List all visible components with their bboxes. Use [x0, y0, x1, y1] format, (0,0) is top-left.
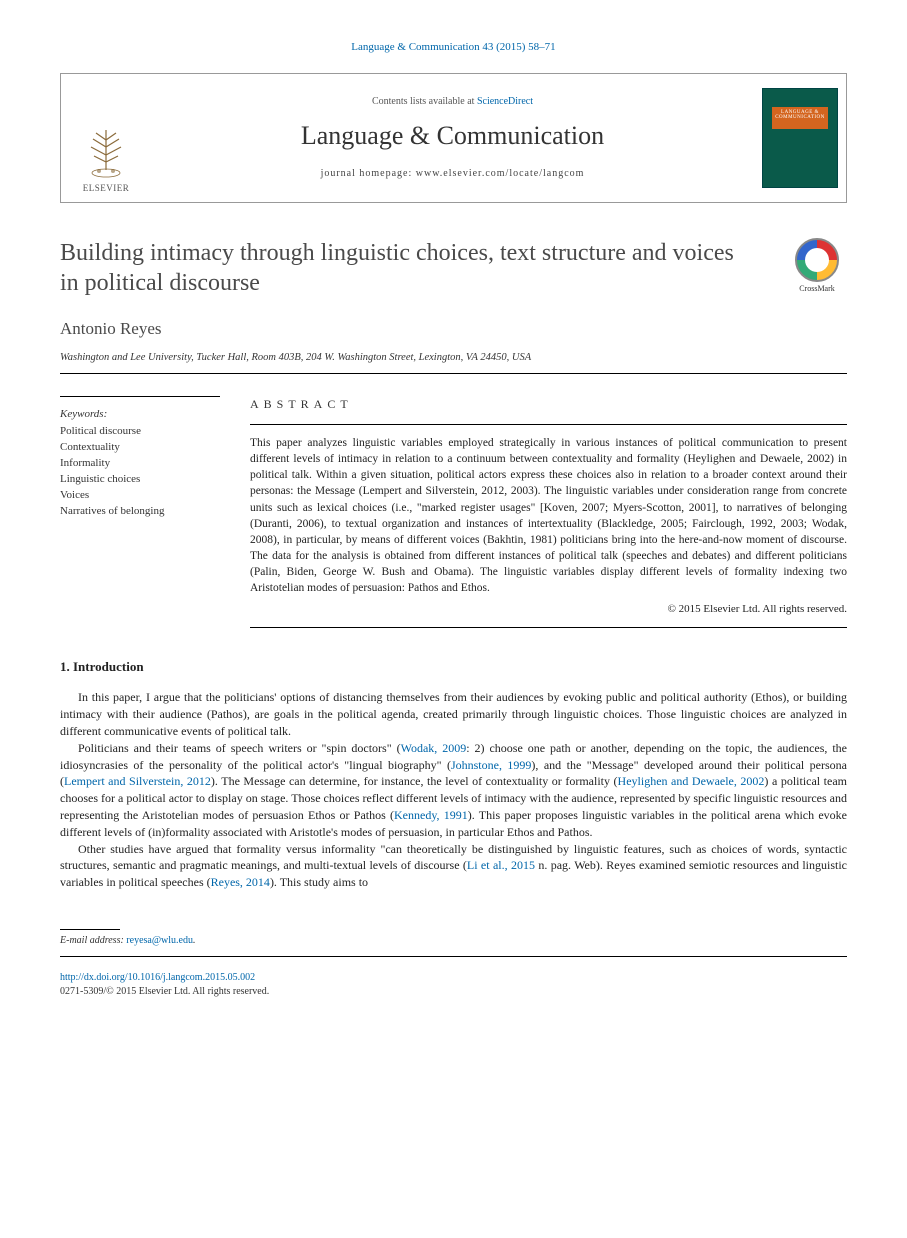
footer-rule-full [60, 956, 847, 957]
masthead: ELSEVIER Contents lists available at Sci… [60, 73, 847, 203]
crossmark-icon [795, 238, 839, 282]
keywords-heading: Keywords: [60, 407, 220, 423]
article-title: Building intimacy through linguistic cho… [60, 238, 787, 298]
citation-link[interactable]: Johnstone, 1999 [451, 758, 531, 772]
author-email-link[interactable]: reyesa@wlu.edu [126, 935, 193, 946]
sciencedirect-link[interactable]: ScienceDirect [477, 96, 533, 107]
abstract-heading: ABSTRACT [250, 396, 847, 412]
crossmark-label: CrossMark [787, 284, 847, 295]
elsevier-tree-icon [81, 125, 131, 180]
p2-text: ). The Message can determine, for instan… [211, 774, 618, 788]
doi-link[interactable]: http://dx.doi.org/10.1016/j.langcom.2015… [60, 971, 847, 985]
citation-link[interactable]: Wodak, 2009 [401, 741, 467, 755]
author-affiliation: Washington and Lee University, Tucker Ha… [60, 351, 847, 365]
keyword-item: Linguistic choices [60, 472, 220, 488]
contents-available-line: Contents lists available at ScienceDirec… [372, 95, 533, 109]
keywords-column: Keywords: Political discourse Contextual… [60, 396, 220, 628]
section-1-heading: 1. Introduction [60, 658, 847, 676]
abstract-rule [250, 424, 847, 425]
citation-link[interactable]: Heylighen and Dewaele, 2002 [618, 774, 765, 788]
masthead-cover: LANGUAGE & COMMUNICATION [754, 74, 846, 202]
abstract-column: ABSTRACT This paper analyzes linguistic … [250, 396, 847, 628]
footnote-rule [60, 929, 120, 930]
author-name: Antonio Reyes [60, 318, 847, 341]
keyword-item: Informality [60, 456, 220, 472]
citation-link[interactable]: Kennedy, 1991 [394, 808, 468, 822]
contents-prefix: Contents lists available at [372, 96, 477, 107]
journal-name: Language & Communication [301, 118, 604, 153]
crossmark-widget[interactable]: CrossMark [787, 238, 847, 295]
issn-copyright-line: 0271-5309/© 2015 Elsevier Ltd. All right… [60, 985, 847, 999]
cover-band-text: LANGUAGE & COMMUNICATION [772, 107, 828, 129]
header-citation: Language & Communication 43 (2015) 58–71 [60, 40, 847, 55]
p2-text: Politicians and their teams of speech wr… [78, 741, 401, 755]
keyword-item: Voices [60, 488, 220, 504]
abstract-rule-bottom [250, 627, 847, 628]
masthead-center: Contents lists available at ScienceDirec… [151, 74, 754, 202]
email-label: E-mail address: [60, 935, 126, 946]
abstract-copyright: © 2015 Elsevier Ltd. All rights reserved… [250, 602, 847, 617]
journal-cover-thumbnail: LANGUAGE & COMMUNICATION [762, 88, 838, 188]
rule-after-affiliation [60, 373, 847, 374]
keyword-item: Narratives of belonging [60, 504, 220, 520]
intro-paragraph-3: Other studies have argued that formality… [60, 841, 847, 891]
intro-paragraph-2: Politicians and their teams of speech wr… [60, 740, 847, 841]
footer-block: E-mail address: reyesa@wlu.edu. http://d… [60, 929, 847, 999]
homepage-url[interactable]: www.elsevier.com/locate/langcom [416, 168, 585, 179]
keyword-item: Contextuality [60, 440, 220, 456]
journal-homepage-line: journal homepage: www.elsevier.com/locat… [321, 167, 585, 181]
citation-link[interactable]: Lempert and Silverstein, 2012 [64, 774, 211, 788]
email-line: E-mail address: reyesa@wlu.edu. [60, 934, 847, 948]
p3-text: ). This study aims to [270, 875, 368, 889]
keyword-item: Political discourse [60, 424, 220, 440]
publisher-label: ELSEVIER [83, 182, 130, 194]
homepage-label: journal homepage: [321, 168, 416, 179]
citation-link[interactable]: Li et al., 2015 [467, 858, 535, 872]
abstract-keywords-block: Keywords: Political discourse Contextual… [60, 396, 847, 628]
publisher-block: ELSEVIER [61, 74, 151, 202]
intro-paragraph-1: In this paper, I argue that the politici… [60, 689, 847, 739]
citation-link[interactable]: Reyes, 2014 [211, 875, 270, 889]
title-row: Building intimacy through linguistic cho… [60, 238, 847, 298]
abstract-text: This paper analyzes linguistic variables… [250, 435, 847, 596]
